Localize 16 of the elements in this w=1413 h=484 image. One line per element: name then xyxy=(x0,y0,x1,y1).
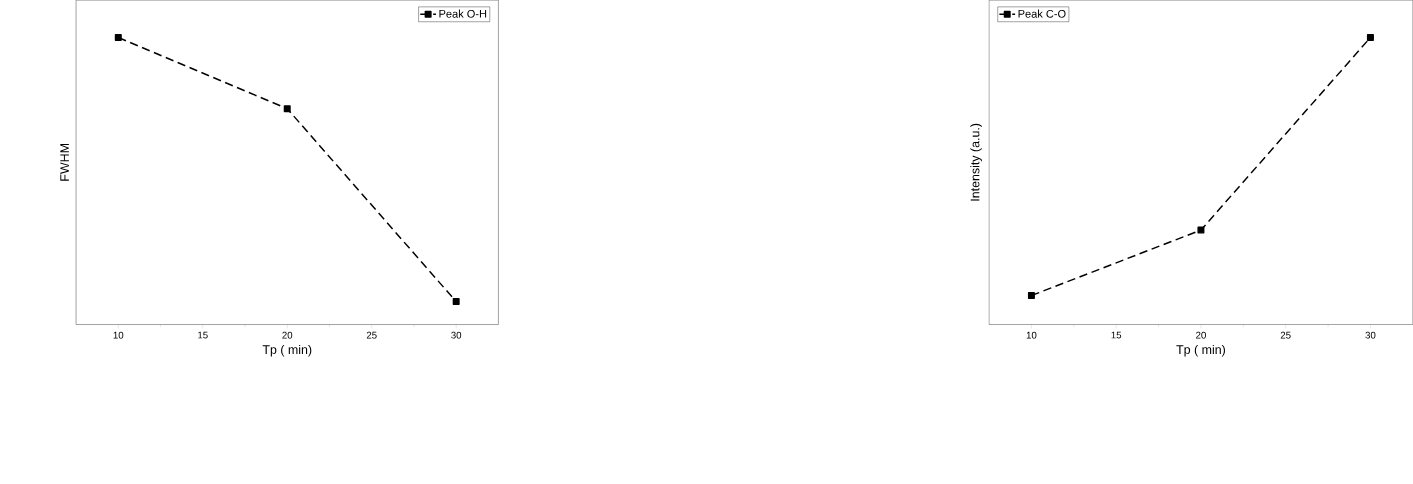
x-axis-title: Tp ( min) xyxy=(262,344,312,357)
legend-label: Peak O-H xyxy=(439,9,487,18)
x-tick-label: 25 xyxy=(1280,331,1291,339)
x-tick-label: 15 xyxy=(198,331,208,339)
x-tick-label: 20 xyxy=(1196,331,1206,339)
x-tick-label: 15 xyxy=(1111,331,1122,339)
x-axis-title: Tp ( min) xyxy=(1176,344,1225,357)
x-tick-label: 30 xyxy=(1365,331,1376,339)
legend-label: Peak C-O xyxy=(1018,9,1066,18)
x-tick-label: 10 xyxy=(1026,331,1037,339)
x-tick-label: 10 xyxy=(113,331,124,339)
x-tick-label: 30 xyxy=(451,331,462,339)
y-axis-title: Intensity (a.u.) xyxy=(970,123,982,201)
x-tick-label: 20 xyxy=(282,331,293,339)
x-tick-label: 25 xyxy=(366,331,377,339)
y-axis-title: FWHM xyxy=(60,144,69,181)
